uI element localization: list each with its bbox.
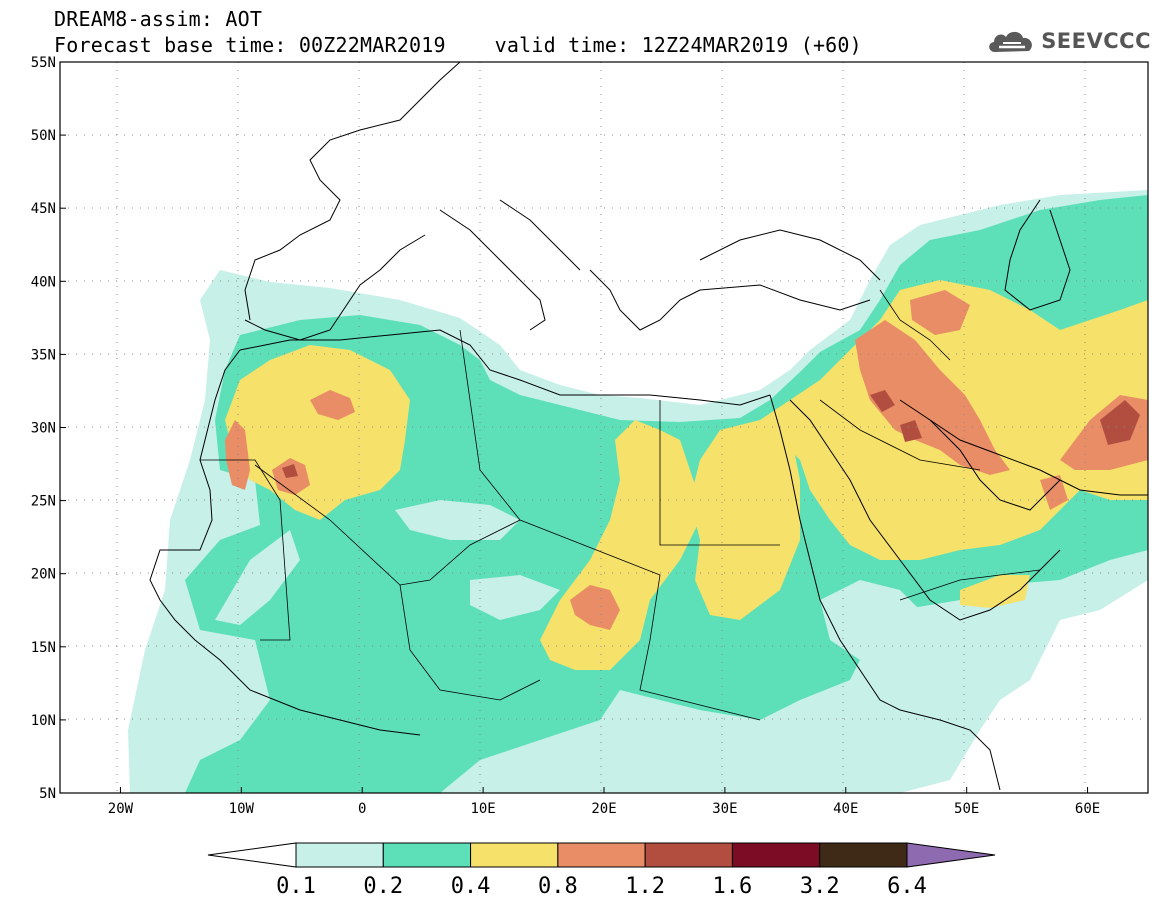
lat-tick-label: 55N [31,55,56,71]
aot-band-1.2-algeria [282,464,298,478]
coastline-iberia [244,234,426,341]
border-mauritania [200,459,291,641]
colorbar-under-triangle [207,842,297,868]
lat-tick-label: 35N [31,347,56,363]
coastlines [149,62,1148,791]
colorbar-label: 0.1 [276,874,316,899]
border-niger-nigeria [399,584,541,701]
border-libya-chad [519,519,661,641]
seevccc-logo: SEEVCCC [985,26,1151,56]
lon-tick-label: 10E [470,801,495,817]
aot-band-1.2-iraq [870,390,895,412]
coastline-europe-west [244,62,461,321]
lat-tick-label: 30N [31,421,56,437]
aot-band-1.2-baluch [1100,400,1140,445]
colorbar-swatch [382,842,472,868]
lon-tick-label: 20E [591,801,616,817]
borders [200,289,1041,721]
lat-tick-label: 5N [39,786,56,802]
aot-pocket-west [215,530,300,625]
lon-tick-label: 40E [833,801,858,817]
lon-tick-label: 60E [1075,801,1100,817]
colorbar-label: 1.2 [625,874,665,899]
colorbar-swatch [644,842,733,868]
colorbar-swatch [731,842,821,868]
coastline-arabia [789,399,1061,621]
lon-axis: 20W 10W 0 10E 20E 30E 40E 50E 60E [108,787,1100,817]
border-turkey-iran [879,289,951,361]
map-title: DREAM8-assim: AOT [54,7,263,31]
lon-tick-label: 10W [229,801,255,817]
lat-tick-label: 50N [31,128,56,144]
coastline-caspian [1004,199,1071,311]
coastline-adriatic [499,199,581,271]
colorbar-swatch [819,842,908,868]
aot-band-0.4-egypt [690,420,800,620]
lat-tick-label: 20N [31,567,56,583]
coastline-black-sea [699,229,881,281]
logo-text: SEEVCCC [1041,29,1151,53]
border-mali-algeria [254,464,521,586]
coastline-italy [439,209,546,331]
aot-band-0.8-gulf [1040,475,1068,510]
aot-pocket-niger [395,500,520,540]
coastline-iran [929,419,1148,496]
colorbar-label: 0.8 [538,874,578,899]
coastline-horn [899,709,1001,791]
border-algeria-libya [459,329,521,521]
aot-band-0.8-iraq [855,320,1010,475]
aot-band-0.8-atlas [310,390,355,420]
colorbar-label: 0.4 [451,874,491,899]
coastline-west-africa [149,349,421,736]
lat-tick-label: 25N [31,494,56,510]
aot-fields [128,190,1148,793]
coastline-north-africa [239,329,771,406]
colorbar-swatch [470,842,559,868]
aot-band-0.4-oman [960,575,1030,608]
border-saudi [819,399,981,471]
lon-tick-label: 20W [108,801,134,817]
coastline-red-sea [769,394,901,711]
colorbar-swatch [295,842,384,868]
aot-band-0.4-morocco [225,345,410,520]
colorbar-over-triangle [906,842,996,868]
aot-band-1.2-kuwait [900,420,922,442]
colorbar-label: 0.2 [363,874,403,899]
border-sudan [639,639,761,721]
cloud-icon [989,31,1033,52]
lon-tick-label: 30E [712,801,737,817]
aot-band-0.8-chad [570,585,620,630]
colorbar-label: 6.4 [887,874,927,899]
lon-tick-label: 50E [954,801,979,817]
coastline-greece [589,269,701,331]
border-libya-egypt [659,400,780,546]
lon-tick-label: 0 [358,801,366,817]
coastline-gulf [899,399,1061,511]
border-yemen [899,569,1041,601]
lat-tick-label: 45N [31,201,56,217]
aot-band-0.8-iran [910,290,970,335]
colorbar-swatch [557,842,646,868]
lat-tick-label: 15N [31,640,56,656]
lat-tick-label: 10N [31,713,56,729]
colorbar-label: 3.2 [800,874,840,899]
lat-axis: 5N 10N 15N 20N 25N 30N 35N 40N 45N 50N 55N [31,55,66,802]
aot-pocket-chad [470,575,560,620]
lat-tick-label: 40N [31,274,56,290]
colorbar: 0.1 0.2 0.4 0.8 1.2 1.6 3.2 6.4 [207,842,996,899]
forecast-time-line: Forecast base time: 00Z22MAR2019 valid t… [54,33,862,57]
graticule [60,62,1148,793]
aot-pocket-red-sea [820,580,930,660]
coastline-turkey [699,284,871,311]
colorbar-label: 1.6 [713,874,753,899]
